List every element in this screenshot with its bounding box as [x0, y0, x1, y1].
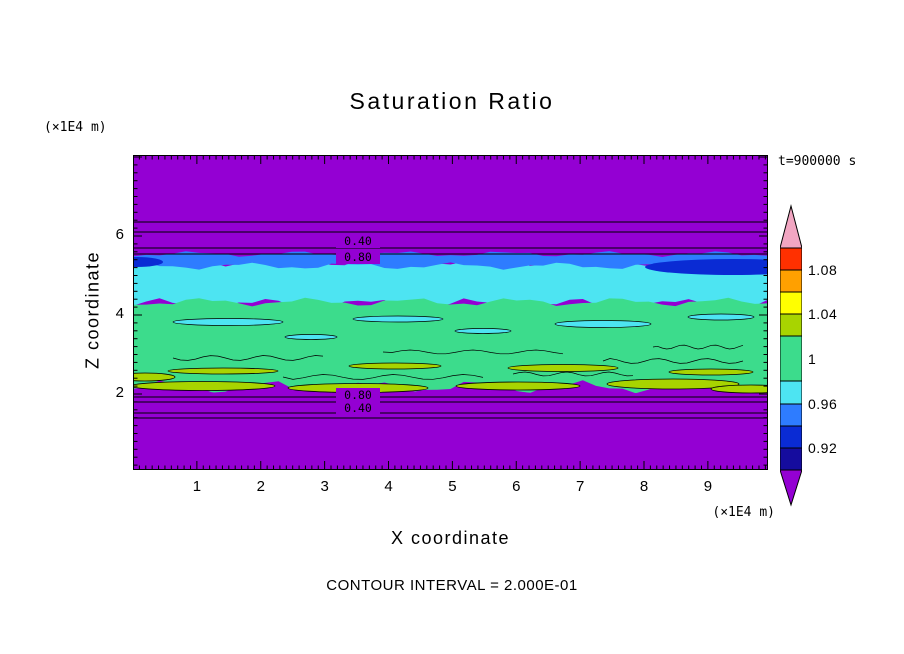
- cyan-lens-contour: [172, 318, 284, 326]
- colorbar-tick-label: 0.96: [808, 396, 838, 412]
- yellowgreen-streak: [668, 368, 754, 376]
- colorbar-under-range-tip: [780, 469, 802, 507]
- plot-frame: [133, 155, 768, 470]
- yellowgreen-streak: [455, 381, 581, 391]
- colorbar-over-range-tip: [780, 204, 802, 249]
- yellowgreen-streak: [606, 378, 740, 390]
- yellowgreen-streak: [167, 367, 279, 375]
- contour-label-bg: [336, 388, 380, 402]
- contour-squiggle: [282, 374, 484, 380]
- contour-squiggle: [512, 371, 634, 377]
- colorbar-segment: [780, 335, 802, 382]
- x-tick-label: 2: [256, 478, 265, 495]
- y-tick-label: 2: [115, 384, 124, 401]
- contour-label-bg: [336, 234, 380, 248]
- x-tick-label: 3: [320, 478, 329, 495]
- x-axis-units: (×1E4 m): [712, 505, 775, 520]
- time-annotation: t=900000 s: [778, 154, 857, 169]
- cyan-lens-contour: [687, 313, 755, 321]
- yellowgreen-streak: [133, 381, 276, 391]
- colorbar-tick-label: 0.92: [808, 440, 838, 456]
- colorbar-tick-label: 1: [808, 351, 817, 367]
- fill-navy-patch-right: [645, 259, 768, 275]
- colorbar-segment: [780, 247, 802, 271]
- fill-bottom-purple: [133, 389, 768, 470]
- contour-label: 0.80: [344, 388, 372, 402]
- colorbar-segment: [780, 447, 802, 471]
- colorbar-tick-label: 1.08: [808, 262, 838, 278]
- yellowgreen-streak: [348, 362, 442, 370]
- contour-label: 0.40: [344, 401, 372, 415]
- colorbar-segment: [780, 403, 802, 427]
- fill-cyan-band: [133, 257, 768, 310]
- contour-interval-note: CONTOUR INTERVAL = 2.000E-01: [326, 577, 578, 594]
- x-tick-label: 4: [384, 478, 393, 495]
- colorbar-segment: [780, 425, 802, 449]
- contour-label-bg: [336, 250, 380, 264]
- y-axis-units: (×1E4 m): [44, 120, 107, 135]
- chart-title: Saturation Ratio: [349, 88, 555, 114]
- x-tick-label: 6: [512, 478, 521, 495]
- contour-squiggle: [652, 344, 744, 350]
- contour-label-bg: [336, 401, 380, 415]
- fill-blue-strip: [133, 251, 768, 270]
- contour-plot: 0.400.800.800.40: [133, 155, 768, 470]
- x-tick-label: 8: [639, 478, 649, 495]
- x-axis-label: X coordinate: [390, 528, 511, 548]
- colorbar-tick-label: 1.04: [808, 306, 838, 322]
- y-tick-label: 6: [115, 226, 124, 243]
- cyan-lens-contour: [454, 328, 512, 334]
- contour-squiggle: [382, 349, 564, 355]
- yellowgreen-streak: [710, 384, 768, 394]
- colorbar: [780, 204, 802, 507]
- contour-label: 0.40: [344, 234, 372, 248]
- yellowgreen-streak: [507, 364, 619, 372]
- cyan-lens-contour: [554, 320, 652, 328]
- yellowgreen-streak: [133, 372, 176, 382]
- contour-squiggle: [172, 355, 324, 361]
- contour-squiggle: [602, 358, 744, 364]
- x-tick-label: 7: [575, 478, 585, 495]
- cyan-lens-contour: [284, 334, 338, 340]
- colorbar-segment: [780, 269, 802, 293]
- colorbar-segment: [780, 313, 802, 337]
- contour-label: 0.80: [344, 250, 372, 264]
- colorbar-segment: [780, 380, 802, 405]
- y-tick-label: 4: [115, 305, 124, 322]
- x-tick-label: 1: [192, 478, 202, 495]
- x-tick-label: 5: [448, 478, 457, 495]
- x-tick-label: 9: [703, 478, 713, 495]
- cyan-lens-contour: [352, 315, 444, 323]
- colorbar-segment: [780, 291, 802, 315]
- fill-navy-patch-left: [133, 257, 163, 267]
